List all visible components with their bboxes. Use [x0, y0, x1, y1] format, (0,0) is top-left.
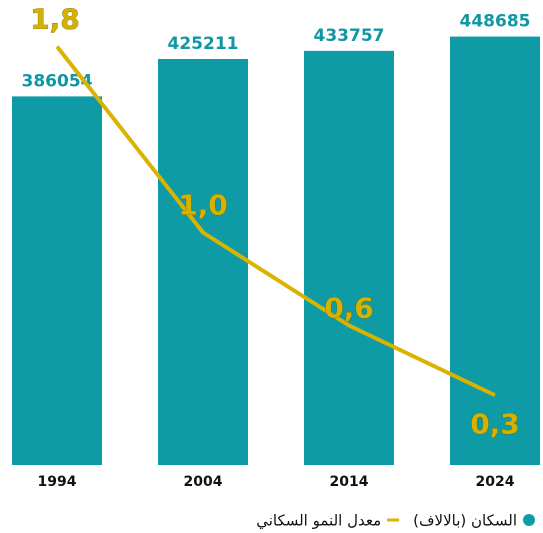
bar [12, 96, 102, 466]
line-label: 1,0 [178, 189, 228, 222]
bar [304, 50, 394, 466]
x-tick-label: 2014 [330, 474, 369, 490]
x-tick-label: 1994 [38, 474, 77, 490]
bar [158, 58, 248, 465]
bar [450, 36, 540, 465]
bar-label: 448685 [460, 12, 531, 32]
x-tick-label: 2004 [184, 474, 223, 490]
legend-swatch [523, 514, 535, 526]
x-tick-label: 2024 [476, 474, 515, 490]
legend-label: معدل النمو السكاني [256, 512, 381, 531]
bar-label: 433757 [314, 26, 385, 46]
legend-label: السكان (بالالاف) [413, 512, 517, 530]
line-label: 0,3 [470, 407, 520, 440]
line-label: 0,6 [324, 292, 374, 325]
bar-label: 386054 [22, 71, 93, 91]
legend: السكان (بالالاف) معدل النمو السكاني [256, 512, 535, 531]
line [55, 45, 496, 398]
bar-label: 425211 [168, 34, 239, 54]
line-label: 1,8 [30, 3, 80, 36]
